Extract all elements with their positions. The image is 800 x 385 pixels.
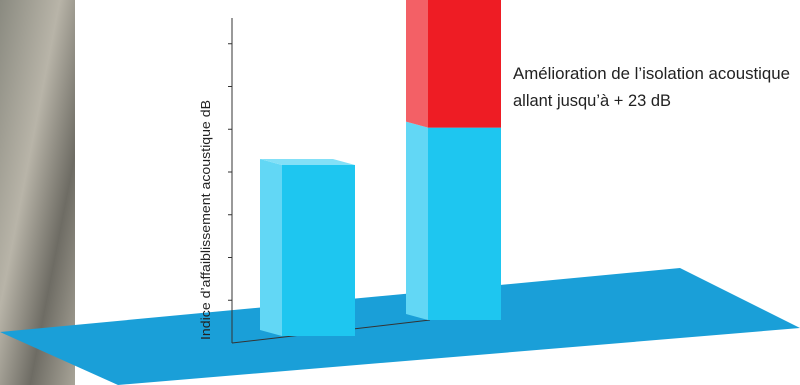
- bar: [428, 0, 501, 128]
- bar-top: [260, 159, 355, 165]
- bar: [282, 165, 355, 336]
- bar: [428, 127, 501, 320]
- bar-side: [406, 0, 428, 128]
- annotation: Amélioration de l’isolation acoustique: [513, 64, 790, 83]
- floor: [0, 268, 800, 385]
- bar-side: [406, 121, 428, 320]
- bar-side: [260, 159, 282, 336]
- annotation: allant jusqu’à + 23 dB: [513, 91, 671, 110]
- y-axis-label: Indice d’affaiblissement acoustique dB: [198, 100, 213, 340]
- rock-texture: [0, 0, 75, 385]
